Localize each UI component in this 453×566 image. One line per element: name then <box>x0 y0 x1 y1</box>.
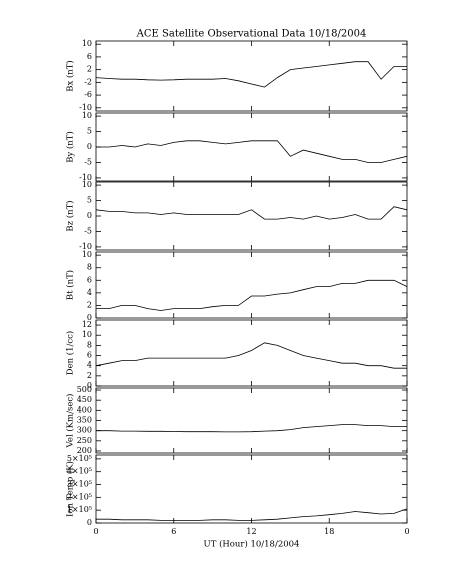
y-tick-label: 5×10⁵ <box>67 454 92 463</box>
y-tick-label: 2 <box>87 300 92 309</box>
data-line <box>96 424 407 433</box>
y-tick-label: 0 <box>87 381 92 390</box>
y-tick-label: 10 <box>82 180 92 189</box>
y-tick-label: 450 <box>77 395 92 404</box>
y-tick-label: 400 <box>77 405 92 414</box>
x-tick-label: 12 <box>246 527 256 536</box>
y-axis-label: Bx (nT) <box>65 60 76 92</box>
data-line <box>96 140 408 163</box>
x-tick-label: 6 <box>171 527 176 536</box>
y-tick-label: 8 <box>87 263 92 272</box>
data-line <box>95 342 407 369</box>
x-axis-label: UT (Hour) 10/18/2004 <box>204 539 300 550</box>
y-tick-label: 6 <box>87 275 92 284</box>
y-tick-label: 0 <box>87 142 92 151</box>
y-axis-label: By (nT) <box>65 131 76 163</box>
x-tick-label: 0 <box>404 527 409 536</box>
y-tick-label: 200 <box>77 446 92 455</box>
y-tick-label: 500 <box>77 385 92 394</box>
y-tick-label: 10 <box>82 330 92 339</box>
chart-title: ACE Satellite Observational Data 10/18/2… <box>136 29 367 40</box>
y-tick-label: 2 <box>87 371 92 380</box>
y-tick-label: 10 <box>82 250 92 259</box>
panel-frame <box>95 40 408 112</box>
y-axis-label: Den (1/cc) <box>65 331 76 375</box>
panel-frame <box>95 454 408 524</box>
y-tick-label: -5 <box>84 157 92 166</box>
y-tick-label: 350 <box>77 416 92 425</box>
y-tick-label: 2×10⁵ <box>67 492 92 501</box>
data-line <box>95 61 407 88</box>
y-tick-label: 4 <box>87 288 92 297</box>
y-tick-label: 12 <box>82 320 92 329</box>
data-line <box>96 508 408 521</box>
y-tick-label: 8 <box>87 340 92 349</box>
y-tick-label: -10 <box>79 242 92 251</box>
panel-frame <box>95 251 408 319</box>
y-tick-label: 10 <box>82 111 92 120</box>
panel-frame <box>95 319 408 387</box>
y-tick-label: -10 <box>79 173 92 182</box>
y-tick-label: 0 <box>87 211 92 220</box>
y-axis-label: Ion Temp (K) <box>65 461 76 517</box>
panel-frame <box>95 387 408 454</box>
y-tick-label: 250 <box>77 436 92 445</box>
y-tick-label: 0 <box>87 518 92 527</box>
y-axis-label: Bz (nT) <box>65 200 76 231</box>
y-tick-label: 3×10⁵ <box>67 480 92 489</box>
y-tick-label: -6 <box>84 90 92 99</box>
y-tick-label: 4×10⁵ <box>67 467 92 476</box>
y-tick-label: 5 <box>87 196 92 205</box>
x-tick-label: 0 <box>93 527 98 536</box>
y-tick-label: 4 <box>87 361 92 370</box>
y-tick-label: 0 <box>87 313 92 322</box>
y-tick-label: -10 <box>79 103 92 112</box>
y-tick-label: 1×10⁵ <box>67 505 92 514</box>
y-tick-label: -2 <box>84 77 92 86</box>
y-tick-label: 6 <box>87 52 92 61</box>
y-tick-label: 5 <box>87 127 92 136</box>
y-tick-label: -5 <box>84 226 92 235</box>
panel-frame <box>95 112 408 182</box>
y-tick-label: 6 <box>87 351 92 360</box>
y-tick-label: 300 <box>77 426 92 435</box>
data-line <box>96 279 408 311</box>
x-tick-label: 18 <box>324 527 334 536</box>
y-tick-label: 10 <box>82 39 92 48</box>
data-line <box>95 206 408 220</box>
y-axis-label: Vel (Km/sec) <box>65 394 76 449</box>
y-axis-label: Bt (nT) <box>65 270 76 300</box>
y-tick-label: 2 <box>87 65 92 74</box>
